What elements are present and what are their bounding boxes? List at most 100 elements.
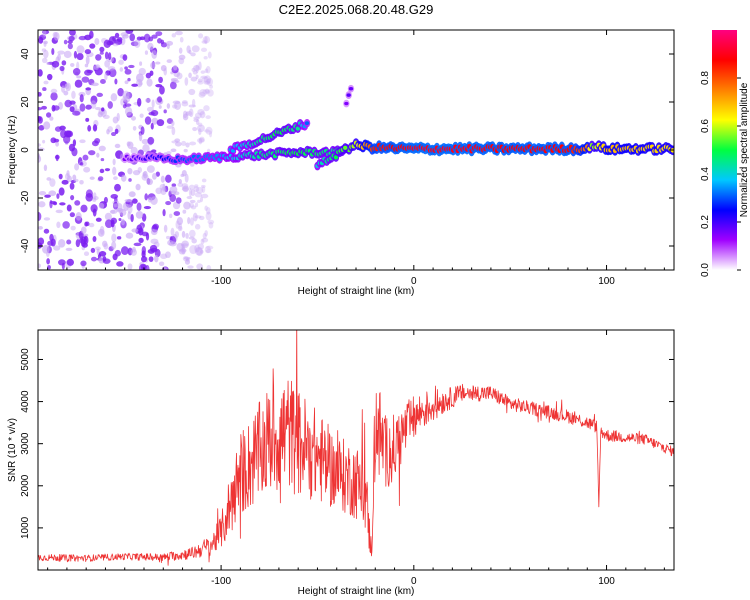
spectrogram-noise-blob <box>91 256 98 262</box>
spectrogram-noise-blob <box>108 68 117 78</box>
spectrogram-noise-blob <box>188 229 196 238</box>
spectrogram-noise-blob <box>104 168 111 172</box>
spectrogram-noise-blob <box>114 143 121 149</box>
spectrogram-noise-blob <box>192 127 198 132</box>
spectrogram-noise-blob <box>178 222 182 230</box>
spectrogram-noise-blob <box>127 77 131 82</box>
spectrogram-noise-blob <box>130 41 139 47</box>
spectrogram-noise-blob <box>204 205 208 211</box>
spectrogram-noise-blob <box>74 163 80 171</box>
spectrogram-noise-blob <box>141 231 149 237</box>
spectrogram-noise-blob <box>166 125 174 129</box>
spectrogram-noise-blob <box>58 239 66 248</box>
spectrogram-noise-blob <box>146 165 155 173</box>
spectrogram-noise-blob <box>167 239 174 246</box>
y-tick-label: 5000 <box>20 348 31 371</box>
spectrogram-noise-blob <box>46 177 52 181</box>
spectrogram-ylabel: Frequency (Hz) <box>7 116 18 185</box>
snr-panel: -100 0 100 1000 2000 3000 4000 5000 Height of s… <box>7 329 675 597</box>
spectrogram-noise-blob <box>61 179 69 185</box>
spectrogram-noise-blob <box>64 130 72 138</box>
spectrogram-noise-blob <box>61 60 67 66</box>
spectrogram-noise-blob <box>136 224 143 234</box>
spectrogram-noise-blob <box>192 212 198 222</box>
spectrogram-noise-blob <box>63 90 69 96</box>
spectrogram-noise-blob <box>107 52 112 61</box>
spectrogram-noise-blob <box>191 98 196 108</box>
spectrogram-noise-blob <box>150 196 158 205</box>
spectrogram-noise-blob <box>203 80 211 85</box>
spectrogram-noise-blob <box>202 35 211 44</box>
spectrogram-noise-blob <box>72 68 81 76</box>
colorbar-tick-label: 0.2 <box>700 215 711 229</box>
spectrogram-noise-blob <box>58 259 66 266</box>
spectrogram-noise-blob <box>188 49 192 55</box>
spectrogram-noise-blob <box>124 69 132 75</box>
spectrogram-noise-blob <box>124 199 133 203</box>
colorbar-tick-label: 0.6 <box>700 119 711 133</box>
spectrogram-noise-blob <box>142 144 150 153</box>
spectrogram-noise-blob <box>104 212 112 221</box>
spectrogram-noise-blob <box>52 105 60 111</box>
spectrogram-noise-blob <box>140 126 145 135</box>
colorbar-tick-label: 0.0 <box>700 263 711 277</box>
spectrogram-noise-blob <box>92 192 97 200</box>
y-tick-label: 4000 <box>20 390 31 413</box>
spectrogram-noise-blob <box>94 38 100 46</box>
spectrogram-noise-blob <box>70 62 75 67</box>
spectrogram-noise-blob <box>72 110 81 116</box>
spectrogram-noise-blob <box>172 100 181 105</box>
spectrogram-noise-blob <box>184 173 189 183</box>
spectrogram-noise-blob <box>107 101 113 109</box>
spectrogram-noise-blob <box>127 204 133 214</box>
spectrogram-noise-blob <box>114 32 120 38</box>
spectrogram-noise-blob <box>179 36 184 43</box>
spectrogram-noise-blob <box>182 185 190 193</box>
y-tick-label: 0 <box>20 147 31 153</box>
spectrogram-noise-blob <box>42 139 46 144</box>
spectrogram-noise-blob <box>174 30 183 36</box>
spectrogram-noise-blob <box>50 88 58 94</box>
spectrogram-noise-blob <box>147 136 155 145</box>
spectrogram-noise-blob <box>38 263 41 269</box>
spectrogram-noise-blob <box>55 154 59 162</box>
spectrogram-noise-blob <box>99 46 105 53</box>
spectrogram-noise-blob <box>185 232 189 239</box>
spectrogram-noise-blob <box>102 114 110 119</box>
spectrogram-noise-blob <box>131 198 138 204</box>
spectrogram-noise-blob <box>178 178 182 184</box>
spectrogram-noise-blob <box>49 116 54 121</box>
spectrogram-noise-blob <box>131 116 136 121</box>
spectrogram-noise-blob <box>193 116 200 120</box>
x-tick-label: 100 <box>598 276 615 287</box>
spectrogram-noise-blob <box>38 225 43 230</box>
spectrogram-noise-blob <box>124 103 132 107</box>
spectrogram-noise-blob <box>79 162 84 166</box>
spectrogram-noise-blob <box>198 61 202 71</box>
spectrogram-noise-blob <box>45 112 52 118</box>
spectrogram-noise-blob <box>176 72 183 80</box>
spectrogram-noise-blob <box>188 88 196 96</box>
spectrogram-noise-blob <box>59 125 66 131</box>
spectrogram-noise-blob <box>198 128 202 135</box>
spectrogram-noise-blob <box>163 224 168 233</box>
spectrogram-noise-blob <box>171 126 176 136</box>
spectrogram-noise-blob <box>199 136 205 143</box>
spectrogram-noise-blob <box>44 194 51 198</box>
spectrogram-noise-blob <box>183 110 188 119</box>
spectrogram-noise-blob <box>205 211 212 221</box>
spectrogram-noise-blob <box>113 203 120 208</box>
spectrogram-noise-blob <box>96 152 100 158</box>
spectrogram-noise-blob <box>100 79 106 84</box>
spectrogram-noise-blob <box>118 217 122 222</box>
spectrogram-noise-blob <box>155 171 160 177</box>
spectrogram-noise-blob <box>197 109 205 116</box>
spectrogram-noise-blob <box>154 254 159 263</box>
spectrogram-noise-blob <box>163 267 167 270</box>
spectrogram-noise-blob <box>123 202 129 212</box>
spectrogram-noise-blob <box>66 258 74 266</box>
spectrogram-noise-blob <box>199 196 204 203</box>
spectrogram-noise-blob <box>96 92 103 98</box>
spectrogram-noise-blob <box>135 210 144 219</box>
spectrogram-trace-point <box>348 86 354 91</box>
